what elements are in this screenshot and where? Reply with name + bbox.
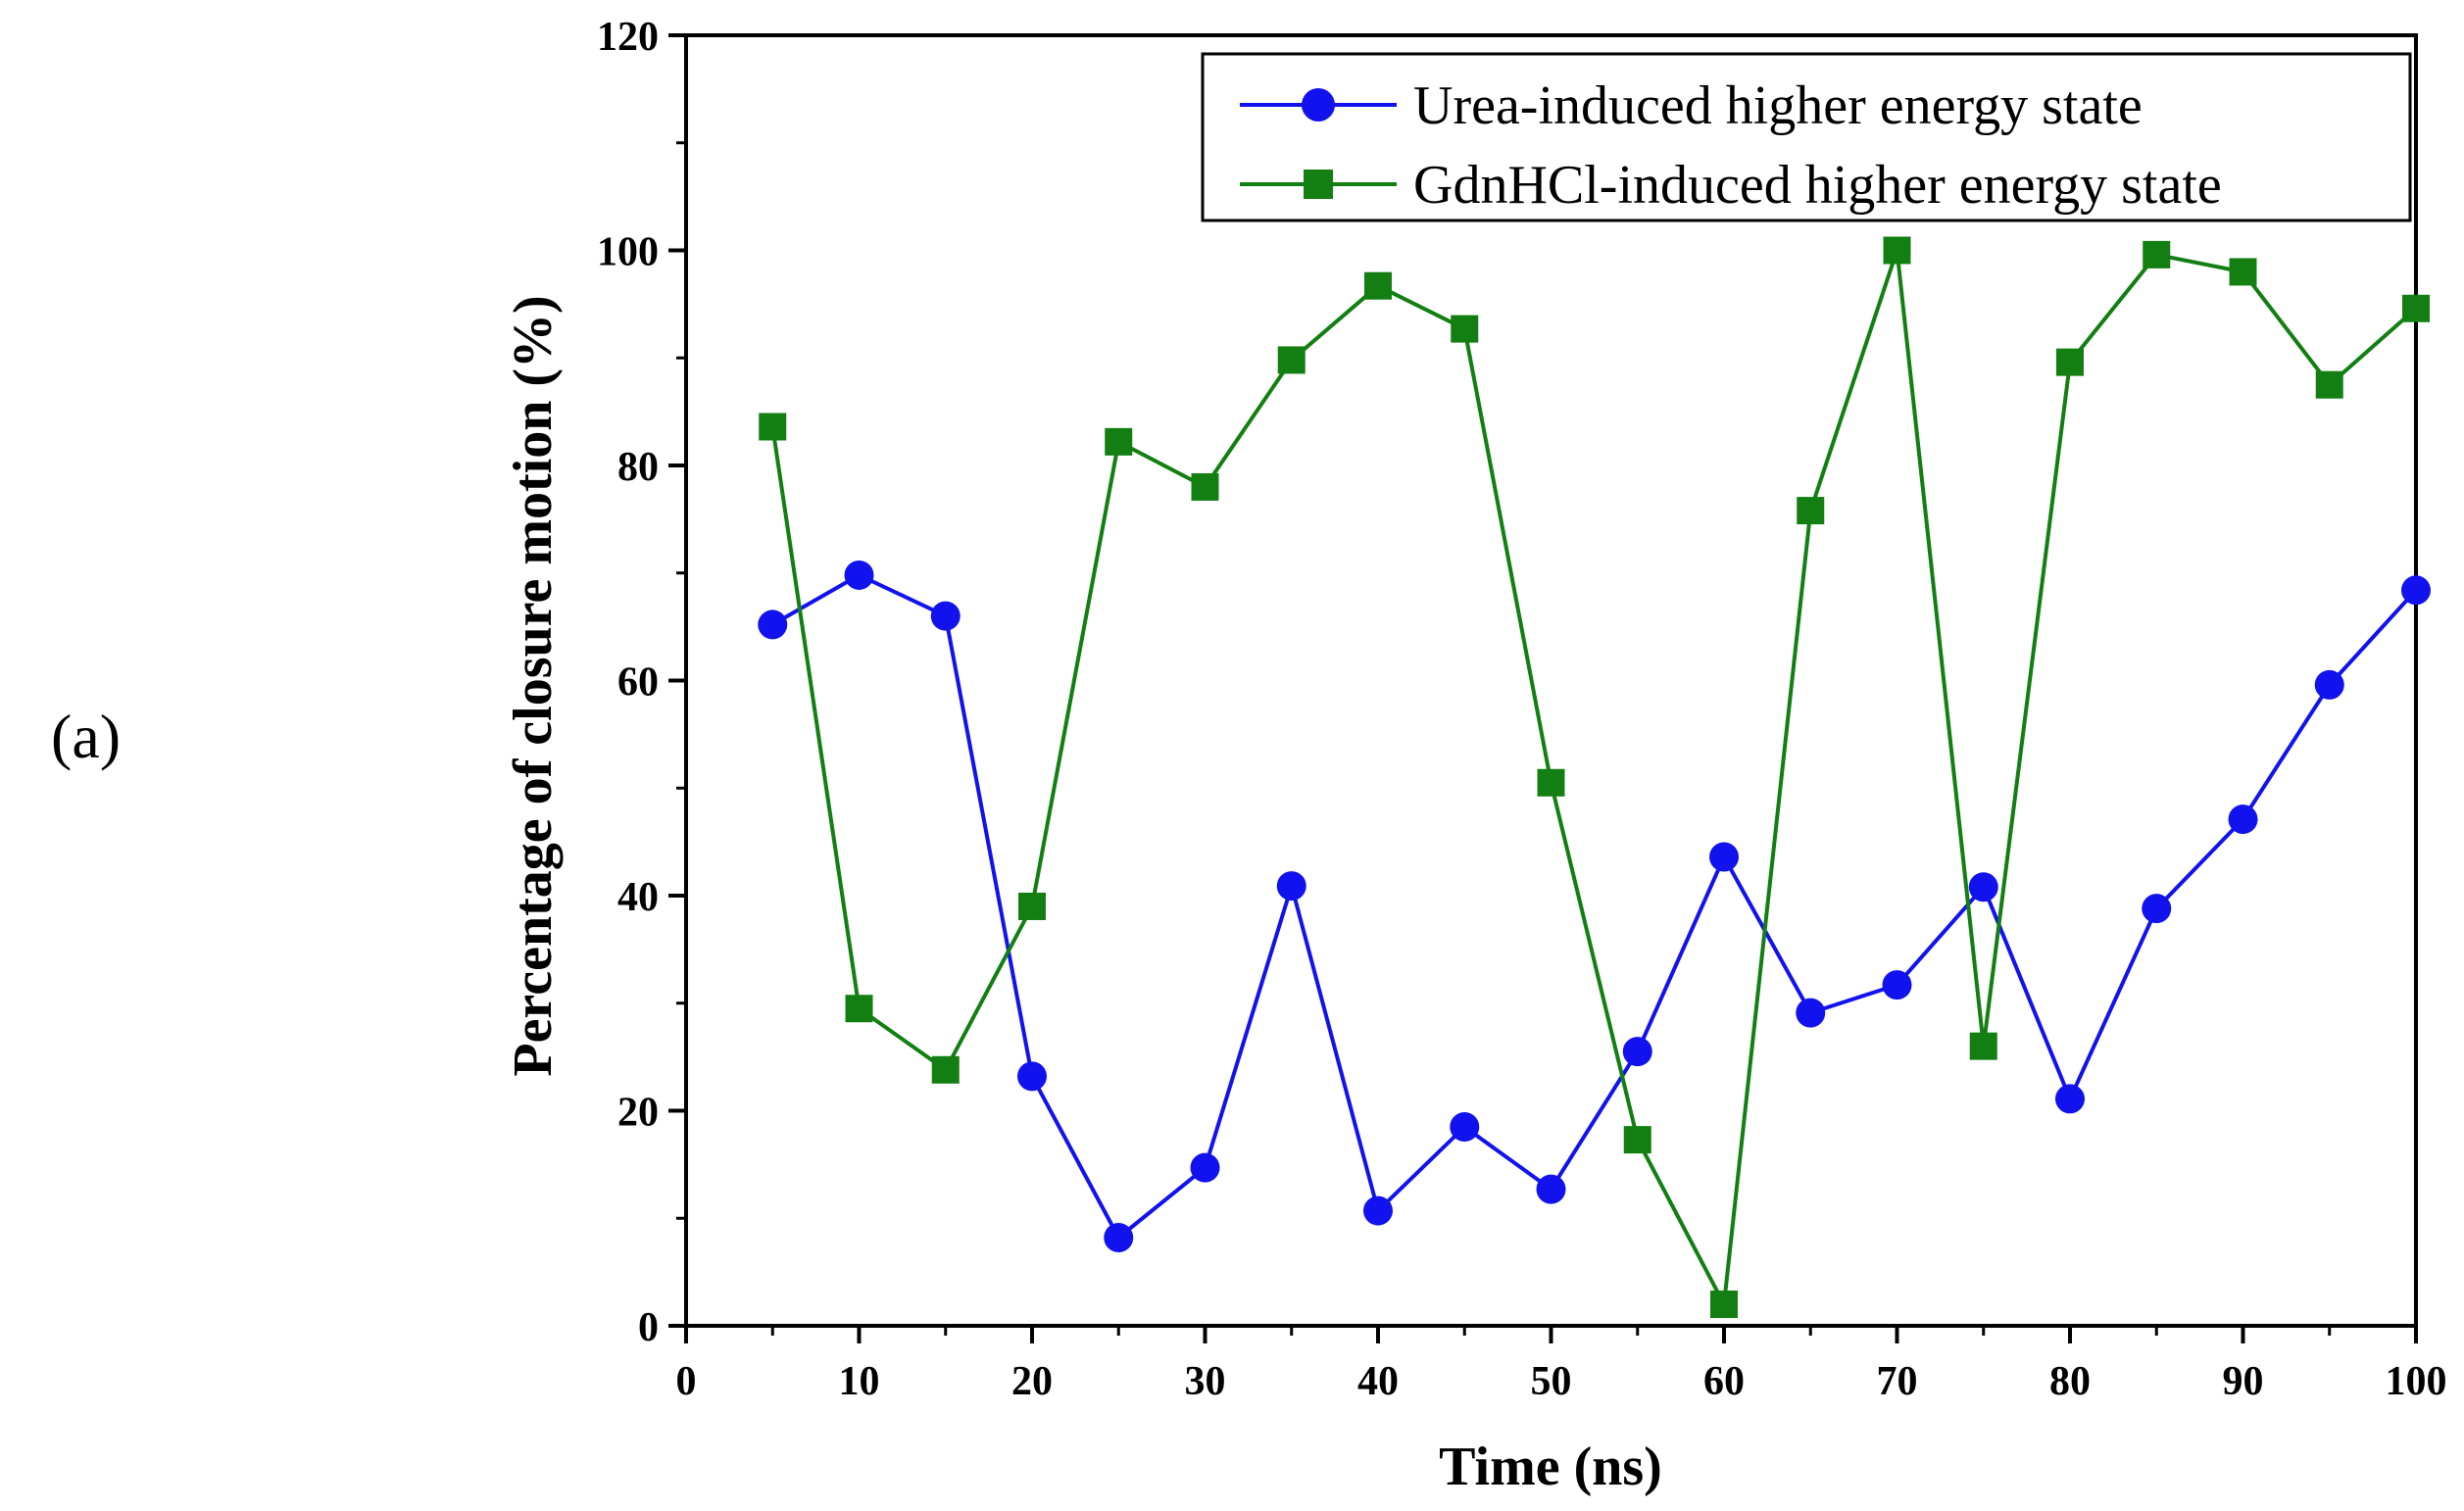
panel-label: (a) xyxy=(51,702,121,771)
data-point-urea xyxy=(2142,894,2172,924)
x-tick-label: 70 xyxy=(1877,1359,1918,1404)
y-tick-label: 100 xyxy=(597,230,659,275)
x-tick-label: 10 xyxy=(839,1359,880,1404)
y-tick-label: 20 xyxy=(617,1091,659,1136)
data-point-urea xyxy=(1276,871,1306,902)
x-axis-title: Time (ns) xyxy=(1439,1437,1662,1497)
data-point-gdnhcl xyxy=(759,413,787,441)
data-point-urea xyxy=(1622,1037,1652,1067)
y-tick-label: 80 xyxy=(617,445,659,490)
data-point-urea xyxy=(1709,842,1739,872)
data-point-urea xyxy=(2055,1084,2085,1114)
data-point-gdnhcl xyxy=(1018,892,1046,920)
legend-swatch-urea-marker xyxy=(1302,88,1335,122)
x-tick-label: 100 xyxy=(2386,1359,2447,1404)
data-point-urea xyxy=(758,609,788,640)
data-point-gdnhcl xyxy=(1364,271,1392,300)
legend-label-urea: Urea-induced higher energy state xyxy=(1413,75,2143,136)
data-point-urea xyxy=(2314,669,2344,700)
data-point-urea xyxy=(2401,575,2431,606)
data-point-gdnhcl xyxy=(2315,370,2343,399)
axes xyxy=(684,33,2418,1328)
series-line-gdnhcl xyxy=(770,248,2418,1306)
data-point-gdnhcl xyxy=(1277,346,1306,374)
data-point-urea xyxy=(1190,1152,1220,1183)
data-point-urea xyxy=(1104,1223,1134,1253)
data-point-urea xyxy=(1017,1061,1047,1092)
plot-frame xyxy=(684,33,2418,1328)
x-tick-label: 90 xyxy=(2223,1359,2264,1404)
legend-swatch-gdnhcl-marker xyxy=(1304,170,1333,199)
data-point-urea xyxy=(1450,1111,1480,1142)
x-tick-label: 30 xyxy=(1185,1359,1226,1404)
y-tick-label: 120 xyxy=(597,15,659,60)
x-tick-label: 20 xyxy=(1011,1359,1053,1404)
x-tick-label: 50 xyxy=(1531,1359,1572,1404)
legend-item-gdnhcl: GdnHCl-induced higher energy state xyxy=(1240,155,2222,216)
data-point-gdnhcl xyxy=(1969,1032,1997,1060)
legend-box xyxy=(1201,52,2412,222)
data-point-urea xyxy=(844,560,874,590)
data-point-urea xyxy=(1796,998,1826,1028)
data-point-gdnhcl xyxy=(1451,315,1479,343)
data-point-gdnhcl xyxy=(2402,294,2430,322)
x-tick-label: 80 xyxy=(2049,1359,2091,1404)
ticks: 0 10 20 30 40 50 60 70 80 90 100 0 20 40 60 80 100 120 xyxy=(597,15,2447,1404)
data-point-urea xyxy=(1968,872,1998,902)
data-point-urea xyxy=(1536,1174,1566,1204)
data-point-gdnhcl xyxy=(1797,497,1825,525)
series xyxy=(758,236,2431,1319)
y-tick-label: 0 xyxy=(638,1305,659,1350)
data-point-urea xyxy=(930,601,961,631)
y-tick-label: 60 xyxy=(617,660,659,706)
data-point-gdnhcl xyxy=(1710,1291,1738,1319)
legend: Urea-induced higher energy state GdnHCl-… xyxy=(1201,52,2412,222)
data-point-gdnhcl xyxy=(1623,1126,1651,1154)
data-point-gdnhcl xyxy=(2229,258,2257,286)
x-tick-label: 0 xyxy=(676,1359,697,1404)
data-point-gdnhcl xyxy=(1105,427,1133,456)
y-axis-title: Percentage of closure motion (%) xyxy=(503,295,564,1076)
legend-item-urea: Urea-induced higher energy state xyxy=(1240,75,2143,136)
y-tick-label: 40 xyxy=(617,875,659,920)
series-line-urea xyxy=(771,572,2418,1240)
data-point-gdnhcl xyxy=(845,995,873,1023)
data-point-gdnhcl xyxy=(2056,348,2084,376)
data-point-urea xyxy=(2228,804,2258,835)
data-point-urea xyxy=(1363,1195,1393,1226)
data-point-gdnhcl xyxy=(1191,472,1219,501)
x-tick-label: 40 xyxy=(1357,1359,1399,1404)
legend-label-gdnhcl: GdnHCl-induced higher energy state xyxy=(1413,155,2222,216)
data-point-urea xyxy=(1882,970,1912,1000)
data-point-gdnhcl xyxy=(2143,240,2171,268)
data-point-gdnhcl xyxy=(931,1055,960,1084)
data-point-gdnhcl xyxy=(1537,768,1565,797)
data-point-gdnhcl xyxy=(1883,236,1911,265)
x-tick-label: 60 xyxy=(1703,1359,1745,1404)
